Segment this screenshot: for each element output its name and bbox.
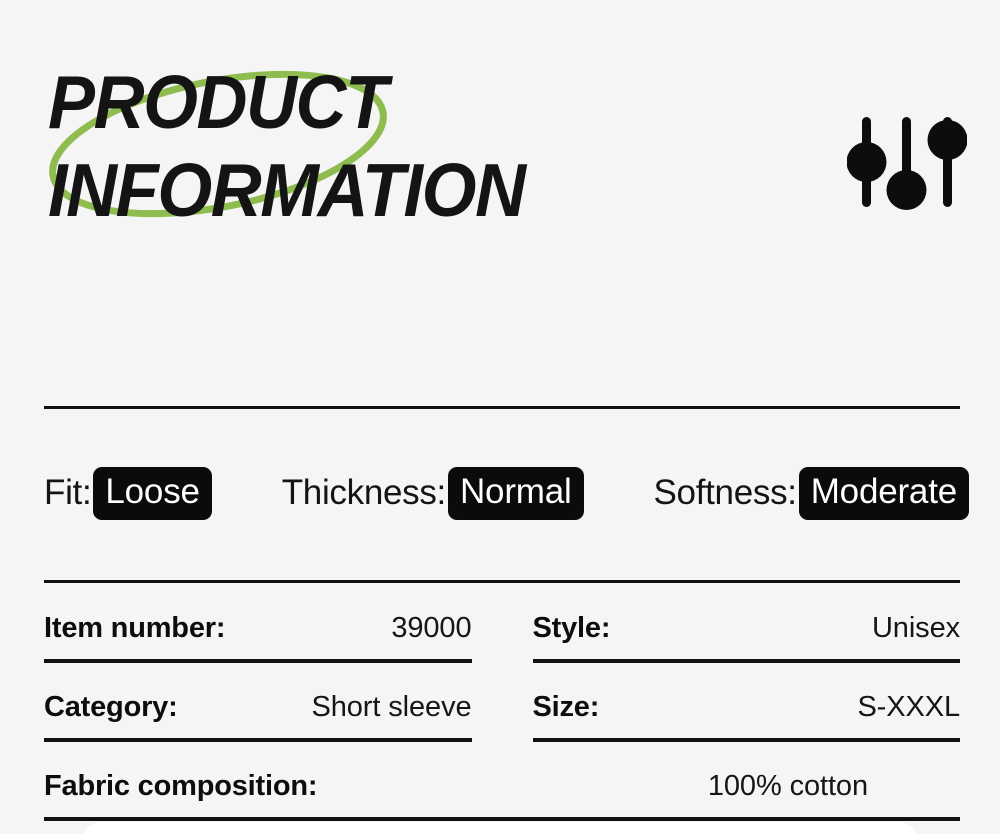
page-title: PRODUCT INFORMATION [48,58,668,243]
page-title-line-2: INFORMATION [48,148,526,232]
page-title-line-1: PRODUCT [48,60,388,144]
spec-style: Style: Unisex [532,612,960,663]
spec-item-number-label: Item number: [44,612,226,644]
spec-fabric-composition-value: 100% cotton [707,770,868,802]
next-section-card [80,822,920,834]
spec-row: Fabric composition: 100% cotton [44,770,960,821]
spec-row: Category: Short sleeve Size: S-XXXL [44,691,960,742]
spec-category: Category: Short sleeve [44,691,472,742]
page-title-text: PRODUCT INFORMATION [48,58,526,234]
spec-category-label: Category: [44,691,178,723]
spec-size-label: Size: [532,691,600,723]
attribute-thickness-value: Normal [447,466,584,520]
spec-size-value: S-XXXL [857,691,960,723]
spec-style-value: Unisex [871,612,960,644]
specification-table: Item number: 39000 Style: Unisex Categor… [44,612,960,821]
attribute-fit: Fit: Loose [44,466,212,520]
page-header: PRODUCT INFORMATION [0,0,1000,300]
sliders-icon [847,117,967,210]
attribute-fit-label: Fit: [44,473,92,512]
attribute-row: Fit: Loose Thickness: Normal Softness: M… [44,462,969,524]
attribute-softness: Softness: Moderate [653,466,969,520]
divider-top [44,406,960,409]
spec-category-value: Short sleeve [311,691,472,723]
divider-middle [44,580,960,583]
spec-style-label: Style: [532,612,611,644]
attribute-fit-value: Loose [93,466,212,520]
attribute-thickness: Thickness: Normal [281,466,584,520]
spec-fabric-composition-label: Fabric composition: [44,770,318,802]
spec-item-number: Item number: 39000 [44,612,472,663]
spec-row: Item number: 39000 Style: Unisex [44,612,960,663]
attribute-softness-value: Moderate [798,466,969,520]
attribute-thickness-label: Thickness: [281,473,447,512]
spec-fabric-composition: Fabric composition: 100% cotton [44,770,960,821]
attribute-softness-label: Softness: [653,473,798,512]
spec-item-number-value: 39000 [391,612,472,644]
spec-size: Size: S-XXXL [532,691,960,742]
